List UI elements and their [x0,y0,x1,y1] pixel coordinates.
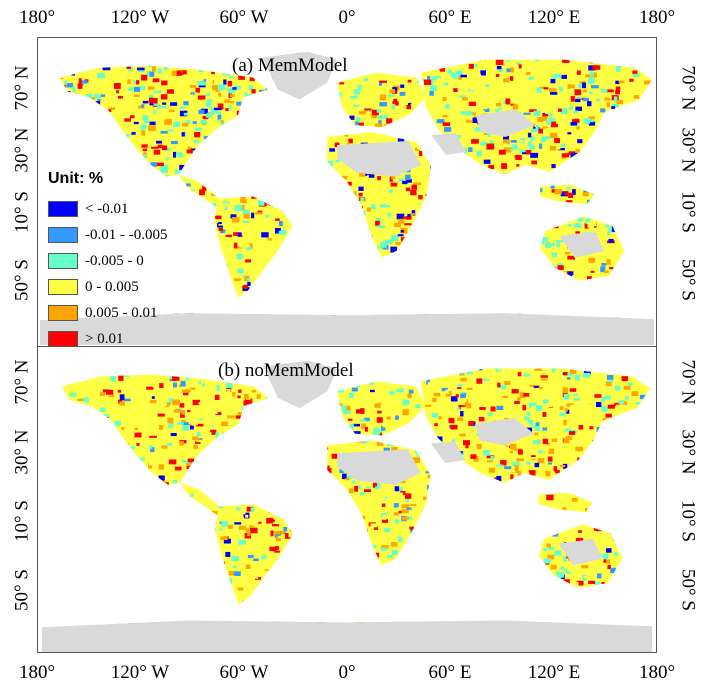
lat-label-left-a-70n: 70° N [11,65,33,111]
lon-label-top-0: 0° [338,7,356,28]
legend-swatch [48,253,78,269]
legend-swatch [48,227,78,243]
no-data-region [42,620,652,652]
lon-label-top-120e: 120° E [527,7,581,28]
lon-label-bottom-120w: 120° W [110,662,170,683]
lon-label-bottom-60e: 60° E [428,662,472,683]
lat-label-right-a-30n: 30° N [677,127,699,173]
lon-label-bottom-60w: 60° W [219,662,269,683]
map-frame [37,37,657,653]
no-data-region [430,441,466,464]
legend-item: < -0.01 [48,196,168,222]
lat-label-left-a-10s: 10° S [11,191,33,233]
lat-label-left-b-10s: 10° S [11,500,33,542]
no-data-region [475,109,536,138]
legend-label: < -0.01 [85,200,129,217]
lon-label-top-60w: 60° W [219,7,269,28]
lon-label-bottom-0: 0° [338,662,356,683]
lat-label-right-b-30n: 30° N [677,429,699,475]
no-data-region [558,538,603,566]
lat-label-right-b-50s: 50° S [677,569,699,611]
legend-swatch [48,279,78,295]
no-data-region [262,51,338,100]
legend-swatch [48,305,78,321]
legend-swatch [48,331,78,347]
legend-item: 0 - 0.005 [48,274,168,300]
legend-item: 0.005 - 0.01 [48,300,168,326]
legend-label: > 0.01 [85,330,124,347]
legend-label: -0.005 - 0 [85,252,144,269]
no-data-region [431,133,466,155]
lon-label-bottom-180w: 180° [18,662,56,683]
lat-label-right-a-70n: 70° N [677,65,699,111]
legend-item: -0.01 - -0.005 [48,222,168,248]
legend-swatch [48,201,78,217]
legend: Unit: % < -0.01 -0.01 - -0.005 -0.005 - … [48,170,168,352]
legend-label: 0.005 - 0.01 [85,304,158,321]
no-data-region [40,313,654,345]
no-data-region [337,449,421,485]
lat-label-right-a-10s: 10° S [677,191,699,233]
legend-title: Unit: % [48,170,104,187]
lat-label-right-a-50s: 50° S [677,259,699,301]
panel-divider [37,346,657,347]
lat-label-right-b-10s: 10° S [677,500,699,542]
map-panel-nomemmodel [42,360,652,652]
lat-label-left-a-30n: 30° N [11,127,33,173]
panel-title-a: (a) MemModel [232,55,348,76]
no-data-region [337,140,422,177]
legend-label: 0 - 0.005 [85,278,139,295]
lat-label-left-b-30n: 30° N [11,429,33,475]
no-data-region [474,417,534,446]
map-panel-memmodel [40,51,654,345]
lat-label-left-b-70n: 70° N [11,359,33,405]
lon-label-top-180w: 180° [18,7,56,28]
no-data-region [559,231,605,258]
legend-label: -0.01 - -0.005 [85,226,168,243]
legend-item: > 0.01 [48,326,168,352]
no-data-region [263,360,338,408]
lon-label-bottom-180e: 180° [638,662,676,683]
lon-label-top-60e: 60° E [428,7,472,28]
lon-label-top-120w: 120° W [110,7,170,28]
lon-label-bottom-120e: 120° E [527,662,581,683]
legend-item: -0.005 - 0 [48,248,168,274]
lat-label-left-a-50s: 50° S [11,259,33,301]
lat-label-left-b-50s: 50° S [11,569,33,611]
lat-label-right-b-70n: 70° N [677,359,699,405]
panel-title-b: (b) noMemModel [218,360,354,381]
lon-label-top-180e: 180° [638,7,676,28]
